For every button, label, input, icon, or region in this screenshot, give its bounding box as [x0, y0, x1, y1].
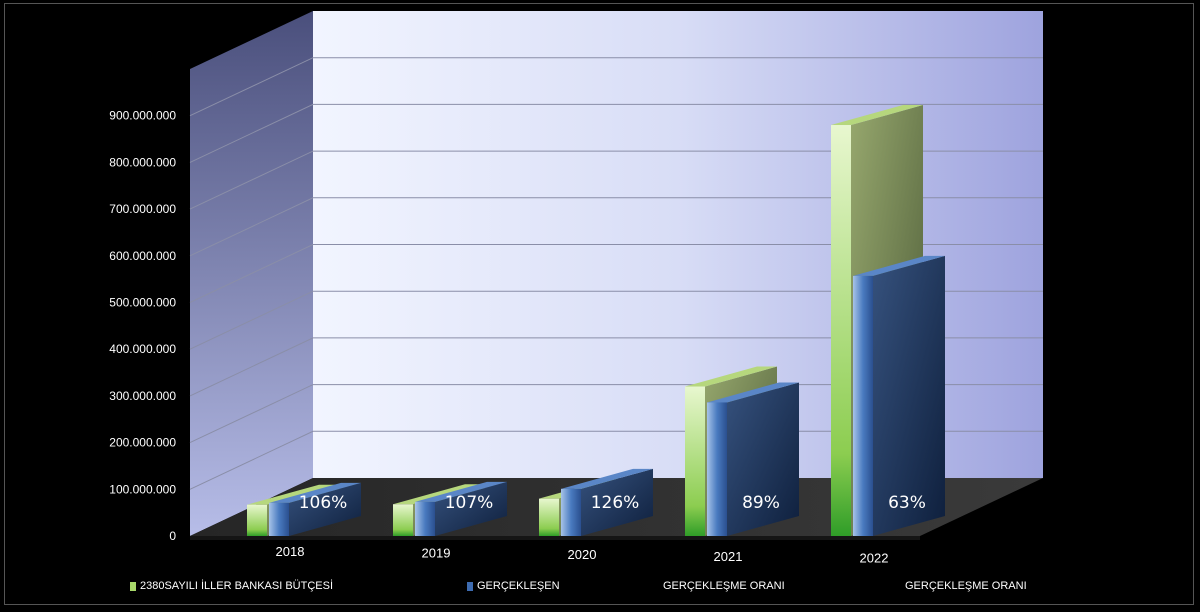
legend-label-budget: 2380SAYILI İLLER BANKASI BÜTÇESİ [140, 580, 333, 592]
gridline [189, 430, 1043, 490]
gridline [189, 244, 1043, 303]
ratio-label: 107% [445, 493, 494, 513]
x-tick-label: 2018 [276, 544, 305, 559]
legend-item-realized: GERÇEKLEŞEN [467, 580, 560, 592]
bar-realized-2021 [707, 382, 799, 536]
ratio-label: 89% [742, 493, 780, 513]
bar-realized-2020 [561, 468, 653, 536]
legend-swatch-realized [467, 581, 473, 591]
ratio-label: 63% [888, 493, 926, 513]
gridline [189, 384, 1043, 444]
legend-label-realized: GERÇEKLEŞEN [477, 580, 560, 592]
bar-realized-2020-front [561, 488, 581, 536]
gridline [189, 150, 1043, 210]
bar-budget-2021-front [685, 386, 705, 536]
gridline [189, 290, 1043, 350]
ratio-label: 106% [299, 493, 348, 513]
bar-realized-2021-top [707, 382, 799, 403]
y-tick-label: 500.000.000 [109, 296, 176, 310]
bar-realized-2019-front [415, 501, 435, 536]
gridline [189, 57, 1043, 117]
bar-budget-2021-top [685, 366, 777, 387]
bar-budget-2019-front [393, 504, 413, 536]
gridline [189, 197, 1043, 257]
legend-item-ratio-2: GERÇEKLEŞME ORANI [905, 580, 1027, 592]
y-tick-label: 600.000.000 [109, 249, 176, 263]
bar-realized-2022 [853, 255, 945, 537]
y-tick-label: 300.000.000 [109, 389, 176, 403]
y-tick-label: 700.000.000 [109, 202, 176, 216]
legend-swatch-budget [130, 581, 136, 591]
legend: 2380SAYILI İLLER BANKASI BÜTÇESİ GERÇEKL… [0, 580, 1200, 600]
y-tick-label: 900.000.000 [109, 109, 176, 123]
legend-item-budget: 2380SAYILI İLLER BANKASI BÜTÇESİ [130, 580, 333, 592]
bar-realized-2018-front [269, 502, 289, 536]
bar-budget-2022-top [831, 105, 923, 126]
bar-realized-2021-side [727, 382, 799, 536]
gridline [189, 337, 1043, 397]
legend-label-ratio-2: GERÇEKLEŞME ORANI [905, 580, 1027, 592]
y-tick-label: 400.000.000 [109, 342, 176, 356]
bar-realized-2018-side [289, 482, 361, 536]
y-tick-label: 0 [169, 529, 176, 543]
y-tick-label: 800.000.000 [109, 155, 176, 169]
bar-budget-2018-top [247, 484, 339, 505]
y-tick-label: 200.000.000 [109, 436, 176, 450]
bar-realized-2020-side [581, 468, 653, 536]
x-tick-label: 2021 [714, 549, 743, 564]
legend-item-ratio-1: GERÇEKLEŞME ORANI [663, 580, 785, 592]
bar-budget-2020-front [539, 498, 559, 536]
bar-realized-2019-top [415, 481, 507, 502]
bar-realized-2022-top [853, 255, 945, 276]
x-tick-label: 2022 [860, 550, 889, 565]
bar-budget-2018-front [247, 504, 267, 536]
bar-realized-2019 [415, 481, 507, 536]
bar-budget-2022-front [831, 125, 851, 536]
bar-realized-2022-front [853, 275, 873, 536]
bar-realized-2020-top [561, 468, 653, 489]
bar-realized-2019-side [435, 481, 507, 536]
y-tick-label: 100.000.000 [109, 482, 176, 496]
chart-frame [4, 3, 1194, 605]
x-tick-label: 2020 [568, 547, 597, 562]
bar-realized-2022-side [873, 255, 945, 537]
legend-label-ratio-1: GERÇEKLEŞME ORANI [663, 580, 785, 592]
bar-realized-2018 [269, 482, 361, 536]
ratio-label: 126% [591, 493, 640, 513]
floor-edge [190, 536, 920, 540]
x-tick-label: 2019 [422, 546, 451, 561]
gridline [189, 103, 1043, 163]
bar-realized-2018-top [269, 482, 361, 503]
bar-realized-2021-front [707, 402, 727, 536]
